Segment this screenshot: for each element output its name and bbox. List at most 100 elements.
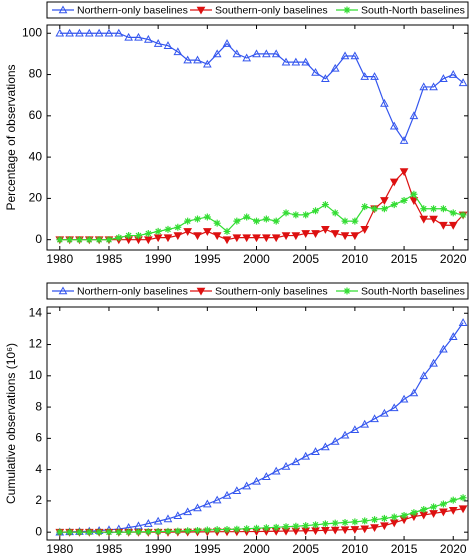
line <box>59 322 464 533</box>
marker <box>429 82 438 91</box>
marker <box>193 526 201 534</box>
marker <box>85 528 93 536</box>
marker <box>458 505 468 514</box>
x-tick-label: 1995 <box>194 252 221 266</box>
marker <box>429 510 438 518</box>
marker <box>420 205 428 213</box>
marker <box>193 215 201 223</box>
marker <box>312 207 320 215</box>
marker <box>75 28 84 37</box>
y-axis-label: Percentage of observations <box>4 64 18 210</box>
marker <box>400 511 408 519</box>
marker <box>321 74 330 82</box>
y-tick-label: 10 <box>29 368 43 382</box>
marker <box>439 344 448 353</box>
marker <box>242 481 252 490</box>
marker <box>311 447 320 455</box>
x-tick-label: 2005 <box>292 542 319 556</box>
legend-label: Northern-only baselines <box>77 285 188 297</box>
marker <box>222 490 232 499</box>
legend-box <box>46 1 469 19</box>
x-tick-label: 1980 <box>46 542 73 556</box>
marker <box>95 236 103 244</box>
marker <box>458 78 468 87</box>
marker <box>55 28 65 37</box>
marker <box>143 34 153 43</box>
marker <box>360 72 370 80</box>
marker <box>184 527 192 535</box>
marker <box>282 209 290 217</box>
legend-label: Northern-only baselines <box>77 4 188 16</box>
x-tick-label: 2000 <box>243 252 270 266</box>
line <box>59 32 464 142</box>
marker <box>213 219 221 227</box>
marker <box>380 197 389 205</box>
marker <box>193 232 202 241</box>
series <box>56 494 467 536</box>
marker <box>243 525 251 533</box>
marker <box>291 457 301 466</box>
marker <box>360 525 370 534</box>
marker <box>351 518 359 526</box>
y-tick-label: 20 <box>29 191 43 205</box>
marker <box>56 236 64 244</box>
marker <box>390 201 398 209</box>
marker <box>66 236 74 244</box>
marker <box>253 524 261 532</box>
legend-marker <box>58 286 68 295</box>
marker <box>458 318 468 326</box>
marker <box>233 217 241 225</box>
marker <box>262 49 271 58</box>
marker <box>95 528 103 536</box>
marker <box>331 209 339 217</box>
marker <box>350 425 360 434</box>
legend-marker <box>343 287 351 295</box>
x-tick-label: 1980 <box>46 252 73 266</box>
marker <box>419 82 429 91</box>
marker <box>94 28 104 37</box>
marker <box>448 221 458 230</box>
marker <box>350 232 360 241</box>
marker <box>370 72 379 80</box>
marker <box>350 526 360 534</box>
marker <box>252 476 261 485</box>
marker <box>281 461 291 470</box>
marker <box>370 524 379 533</box>
marker <box>360 226 370 234</box>
x-tick-label: 1985 <box>96 542 123 556</box>
marker <box>124 32 133 41</box>
marker <box>202 228 212 236</box>
marker <box>173 232 183 241</box>
marker <box>291 57 301 66</box>
marker <box>410 190 418 198</box>
legend-label: South-North baselines <box>361 285 465 297</box>
marker <box>153 39 163 47</box>
marker <box>321 442 330 451</box>
marker <box>321 527 330 535</box>
marker <box>75 528 83 536</box>
marker <box>232 486 242 495</box>
marker <box>389 403 399 412</box>
marker <box>281 57 291 66</box>
y-tick-label: 14 <box>29 305 43 319</box>
marker <box>252 234 261 243</box>
marker <box>282 523 290 531</box>
marker <box>390 513 398 521</box>
marker <box>340 232 350 241</box>
marker <box>439 205 447 213</box>
marker <box>164 225 172 233</box>
series <box>55 168 468 245</box>
marker <box>65 28 74 37</box>
x-tick-label: 2015 <box>391 542 418 556</box>
marker <box>331 519 339 527</box>
marker <box>163 41 173 49</box>
y-tick-label: 100 <box>22 25 42 39</box>
legend-marker <box>343 6 351 14</box>
marker <box>232 234 242 243</box>
x-tick-label: 1990 <box>145 252 172 266</box>
marker <box>153 516 163 525</box>
marker <box>183 55 193 64</box>
marker <box>312 521 320 529</box>
marker <box>66 528 74 536</box>
